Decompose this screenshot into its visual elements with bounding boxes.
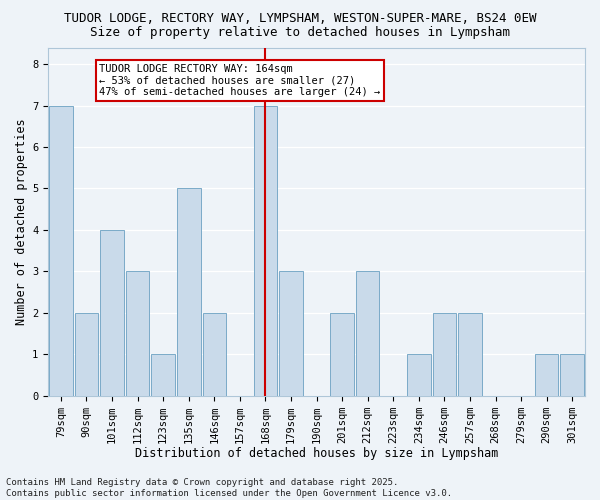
Bar (100, 230, 124, 396)
Text: Size of property relative to detached houses in Lympsham: Size of property relative to detached ho… (90, 26, 510, 39)
Bar (49, 106, 73, 396)
Bar (75, 312, 98, 396)
Bar (407, 354, 431, 396)
Bar (151, 354, 175, 396)
Bar (560, 354, 584, 396)
Bar (279, 272, 303, 396)
Bar (203, 312, 226, 396)
Bar (126, 272, 149, 396)
Bar (254, 106, 277, 396)
Text: TUDOR LODGE RECTORY WAY: 164sqm
← 53% of detached houses are smaller (27)
47% of: TUDOR LODGE RECTORY WAY: 164sqm ← 53% of… (99, 64, 380, 98)
Bar (331, 312, 354, 396)
Bar (433, 312, 456, 396)
X-axis label: Distribution of detached houses by size in Lympsham: Distribution of detached houses by size … (135, 447, 498, 460)
Y-axis label: Number of detached properties: Number of detached properties (15, 118, 28, 325)
Text: Contains HM Land Registry data © Crown copyright and database right 2025.
Contai: Contains HM Land Registry data © Crown c… (6, 478, 452, 498)
Bar (535, 354, 559, 396)
Text: TUDOR LODGE, RECTORY WAY, LYMPSHAM, WESTON-SUPER-MARE, BS24 0EW: TUDOR LODGE, RECTORY WAY, LYMPSHAM, WEST… (64, 12, 536, 26)
Bar (458, 312, 482, 396)
Bar (356, 272, 379, 396)
Bar (177, 188, 200, 396)
